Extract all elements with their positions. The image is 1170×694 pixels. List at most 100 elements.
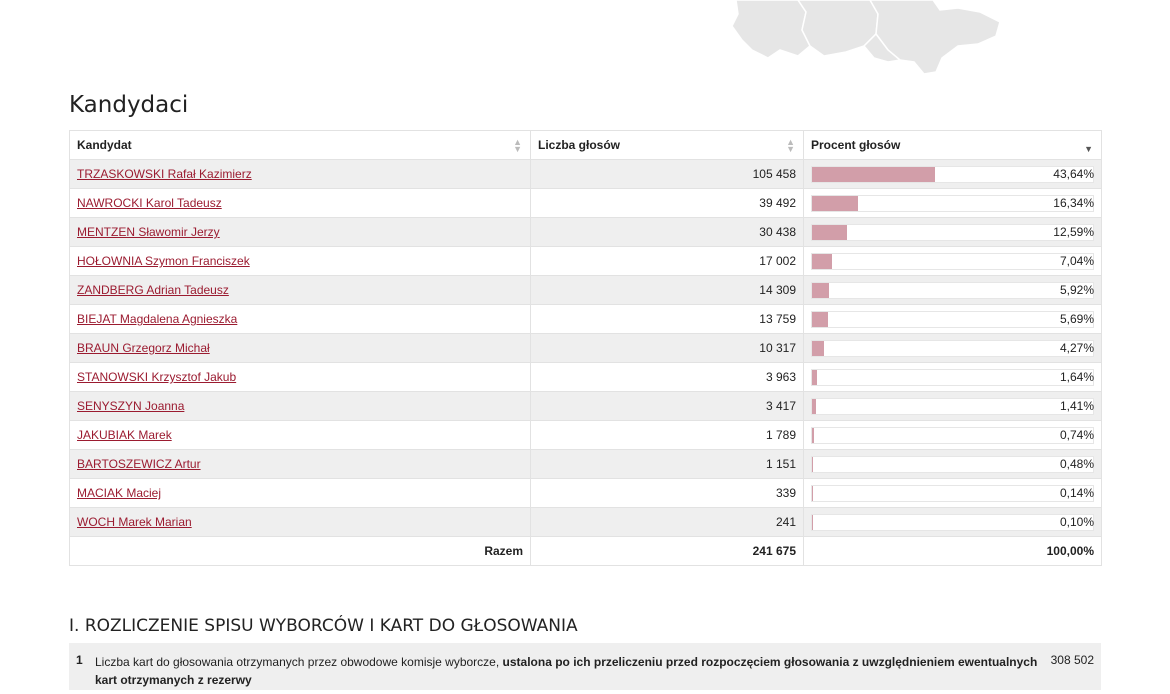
candidate-link[interactable]: WOCH Marek Marian [77, 515, 192, 529]
report-row-text-plain: Liczba kart do głosowania otrzymanych pr… [95, 655, 503, 669]
percent-bar-track [811, 253, 1094, 270]
percent-bar-track [811, 311, 1094, 328]
region-map[interactable] [728, 0, 1008, 80]
candidate-votes: 39 492 [530, 188, 804, 218]
candidate-percent: 16,34% [1053, 196, 1094, 210]
candidate-votes: 3 963 [530, 362, 804, 392]
candidate-percent: 0,48% [1059, 457, 1094, 471]
candidate-percent: 5,92% [1059, 283, 1094, 297]
percent-bar-track [811, 398, 1094, 415]
candidates-table: Kandydat ▲ ▼ Liczba głosów ▲ ▼ Procent gło… [69, 130, 1102, 566]
percent-bar-fill [812, 225, 848, 240]
candidate-percent-cell: 0,74% [803, 420, 1102, 450]
candidate-votes: 241 [530, 507, 804, 537]
table-row: BRAUN Grzegorz Michał 10 317 4,27% [69, 333, 1102, 363]
section-title-candidates: Kandydaci [69, 92, 189, 118]
candidate-percent: 7,04% [1059, 254, 1094, 268]
candidate-link[interactable]: MENTZEN Sławomir Jerzy [77, 225, 220, 239]
candidate-percent-cell: 0,48% [803, 449, 1102, 479]
candidate-name-cell: BRAUN Grzegorz Michał [69, 333, 531, 363]
table-row: MENTZEN Sławomir Jerzy 30 438 12,59% [69, 217, 1102, 247]
candidate-percent: 4,27% [1059, 341, 1094, 355]
percent-bar-fill [812, 399, 816, 414]
candidate-name-cell: MENTZEN Sławomir Jerzy [69, 217, 531, 247]
candidate-votes: 10 317 [530, 333, 804, 363]
candidate-percent-cell: 12,59% [803, 217, 1102, 247]
table-row: JAKUBIAK Marek 1 789 0,74% [69, 420, 1102, 450]
candidate-name-cell: ZANDBERG Adrian Tadeusz [69, 275, 531, 305]
candidate-name-cell: BIEJAT Magdalena Agnieszka [69, 304, 531, 334]
table-row: BARTOSZEWICZ Artur 1 151 0,48% [69, 449, 1102, 479]
report-row-number: 1 [76, 653, 83, 667]
column-header-votes[interactable]: Liczba głosów ▲ ▼ [530, 130, 804, 160]
sort-icon[interactable]: ▲ ▼ [513, 137, 522, 154]
candidate-votes: 14 309 [530, 275, 804, 305]
candidate-percent-cell: 5,69% [803, 304, 1102, 334]
candidate-name-cell: NAWROCKI Karol Tadeusz [69, 188, 531, 218]
report-row-text: Liczba kart do głosowania otrzymanych pr… [95, 653, 1045, 689]
candidate-percent-cell: 4,27% [803, 333, 1102, 363]
percent-bar-fill [812, 341, 824, 356]
percent-bar-track [811, 224, 1094, 241]
candidate-percent-cell: 0,10% [803, 507, 1102, 537]
candidate-link[interactable]: SENYSZYN Joanna [77, 399, 185, 413]
candidate-name-cell: JAKUBIAK Marek [69, 420, 531, 450]
candidate-name-cell: SENYSZYN Joanna [69, 391, 531, 421]
candidate-percent-cell: 43,64% [803, 159, 1102, 189]
percent-bar-track [811, 195, 1094, 212]
candidate-votes: 339 [530, 478, 804, 508]
percent-bar-fill [812, 428, 815, 443]
map-region-4 [862, 32, 902, 63]
candidate-link[interactable]: BARTOSZEWICZ Artur [77, 457, 201, 471]
percent-bar-track [811, 282, 1094, 299]
percent-bar-fill [812, 283, 829, 298]
candidate-link[interactable]: TRZASKOWSKI Rafał Kazimierz [77, 167, 252, 181]
candidate-votes: 30 438 [530, 217, 804, 247]
candidate-link[interactable]: MACIAK Maciej [77, 486, 162, 500]
table-header-row: Kandydat ▲ ▼ Liczba głosów ▲ ▼ Procent gło… [69, 130, 1102, 160]
column-header-percent[interactable]: Procent głosów ▲ ▼ [803, 130, 1102, 160]
sort-icon[interactable]: ▲ ▼ [786, 137, 795, 154]
candidate-link[interactable]: BIEJAT Magdalena Agnieszka [77, 312, 238, 326]
candidate-percent: 0,10% [1059, 515, 1094, 529]
candidate-percent-cell: 5,92% [803, 275, 1102, 305]
percent-bar-track [811, 166, 1094, 183]
candidate-votes: 1 151 [530, 449, 804, 479]
section-title-report: I. ROZLICZENIE SPISU WYBORCÓW I KART DO … [69, 616, 578, 636]
candidate-link[interactable]: ZANDBERG Adrian Tadeusz [77, 283, 229, 297]
report-row-text-bold: ustalona po ich przeliczeniu przed rozpo… [95, 655, 1038, 687]
table-row: SENYSZYN Joanna 3 417 1,41% [69, 391, 1102, 421]
candidate-percent: 5,69% [1059, 312, 1094, 326]
candidate-link[interactable]: HOŁOWNIA Szymon Franciszek [77, 254, 250, 268]
candidate-link[interactable]: JAKUBIAK Marek [77, 428, 172, 442]
table-row: WOCH Marek Marian 241 0,10% [69, 507, 1102, 537]
candidate-percent: 43,64% [1053, 167, 1094, 181]
candidate-percent: 0,74% [1059, 428, 1094, 442]
percent-bar-fill [812, 167, 935, 182]
candidate-link[interactable]: BRAUN Grzegorz Michał [77, 341, 210, 355]
candidate-percent: 1,41% [1059, 399, 1094, 413]
table-row: HOŁOWNIA Szymon Franciszek 17 002 7,04% [69, 246, 1102, 276]
table-row: MACIAK Maciej 339 0,14% [69, 478, 1102, 508]
sort-desc-icon[interactable]: ▲ ▼ [1084, 137, 1093, 154]
table-row: BIEJAT Magdalena Agnieszka 13 759 5,69% [69, 304, 1102, 334]
candidate-percent-cell: 1,41% [803, 391, 1102, 421]
column-header-votes-label: Liczba głosów [538, 138, 621, 152]
candidate-link[interactable]: NAWROCKI Karol Tadeusz [77, 196, 222, 210]
total-votes: 241 675 [530, 536, 804, 566]
column-header-percent-label: Procent głosów [811, 138, 901, 152]
column-header-candidate[interactable]: Kandydat ▲ ▼ [69, 130, 531, 160]
candidate-percent: 12,59% [1053, 225, 1094, 239]
candidate-percent-cell: 7,04% [803, 246, 1102, 276]
table-row: ZANDBERG Adrian Tadeusz 14 309 5,92% [69, 275, 1102, 305]
candidate-votes: 17 002 [530, 246, 804, 276]
candidate-name-cell: HOŁOWNIA Szymon Franciszek [69, 246, 531, 276]
table-row: NAWROCKI Karol Tadeusz 39 492 16,34% [69, 188, 1102, 218]
candidate-name-cell: BARTOSZEWICZ Artur [69, 449, 531, 479]
table-row: STANOWSKI Krzysztof Jakub 3 963 1,64% [69, 362, 1102, 392]
report-row: 1 Liczba kart do głosowania otrzymanych … [69, 643, 1101, 690]
total-percent: 100,00% [803, 536, 1102, 566]
percent-bar-track [811, 427, 1094, 444]
candidate-name-cell: WOCH Marek Marian [69, 507, 531, 537]
candidate-link[interactable]: STANOWSKI Krzysztof Jakub [77, 370, 237, 384]
